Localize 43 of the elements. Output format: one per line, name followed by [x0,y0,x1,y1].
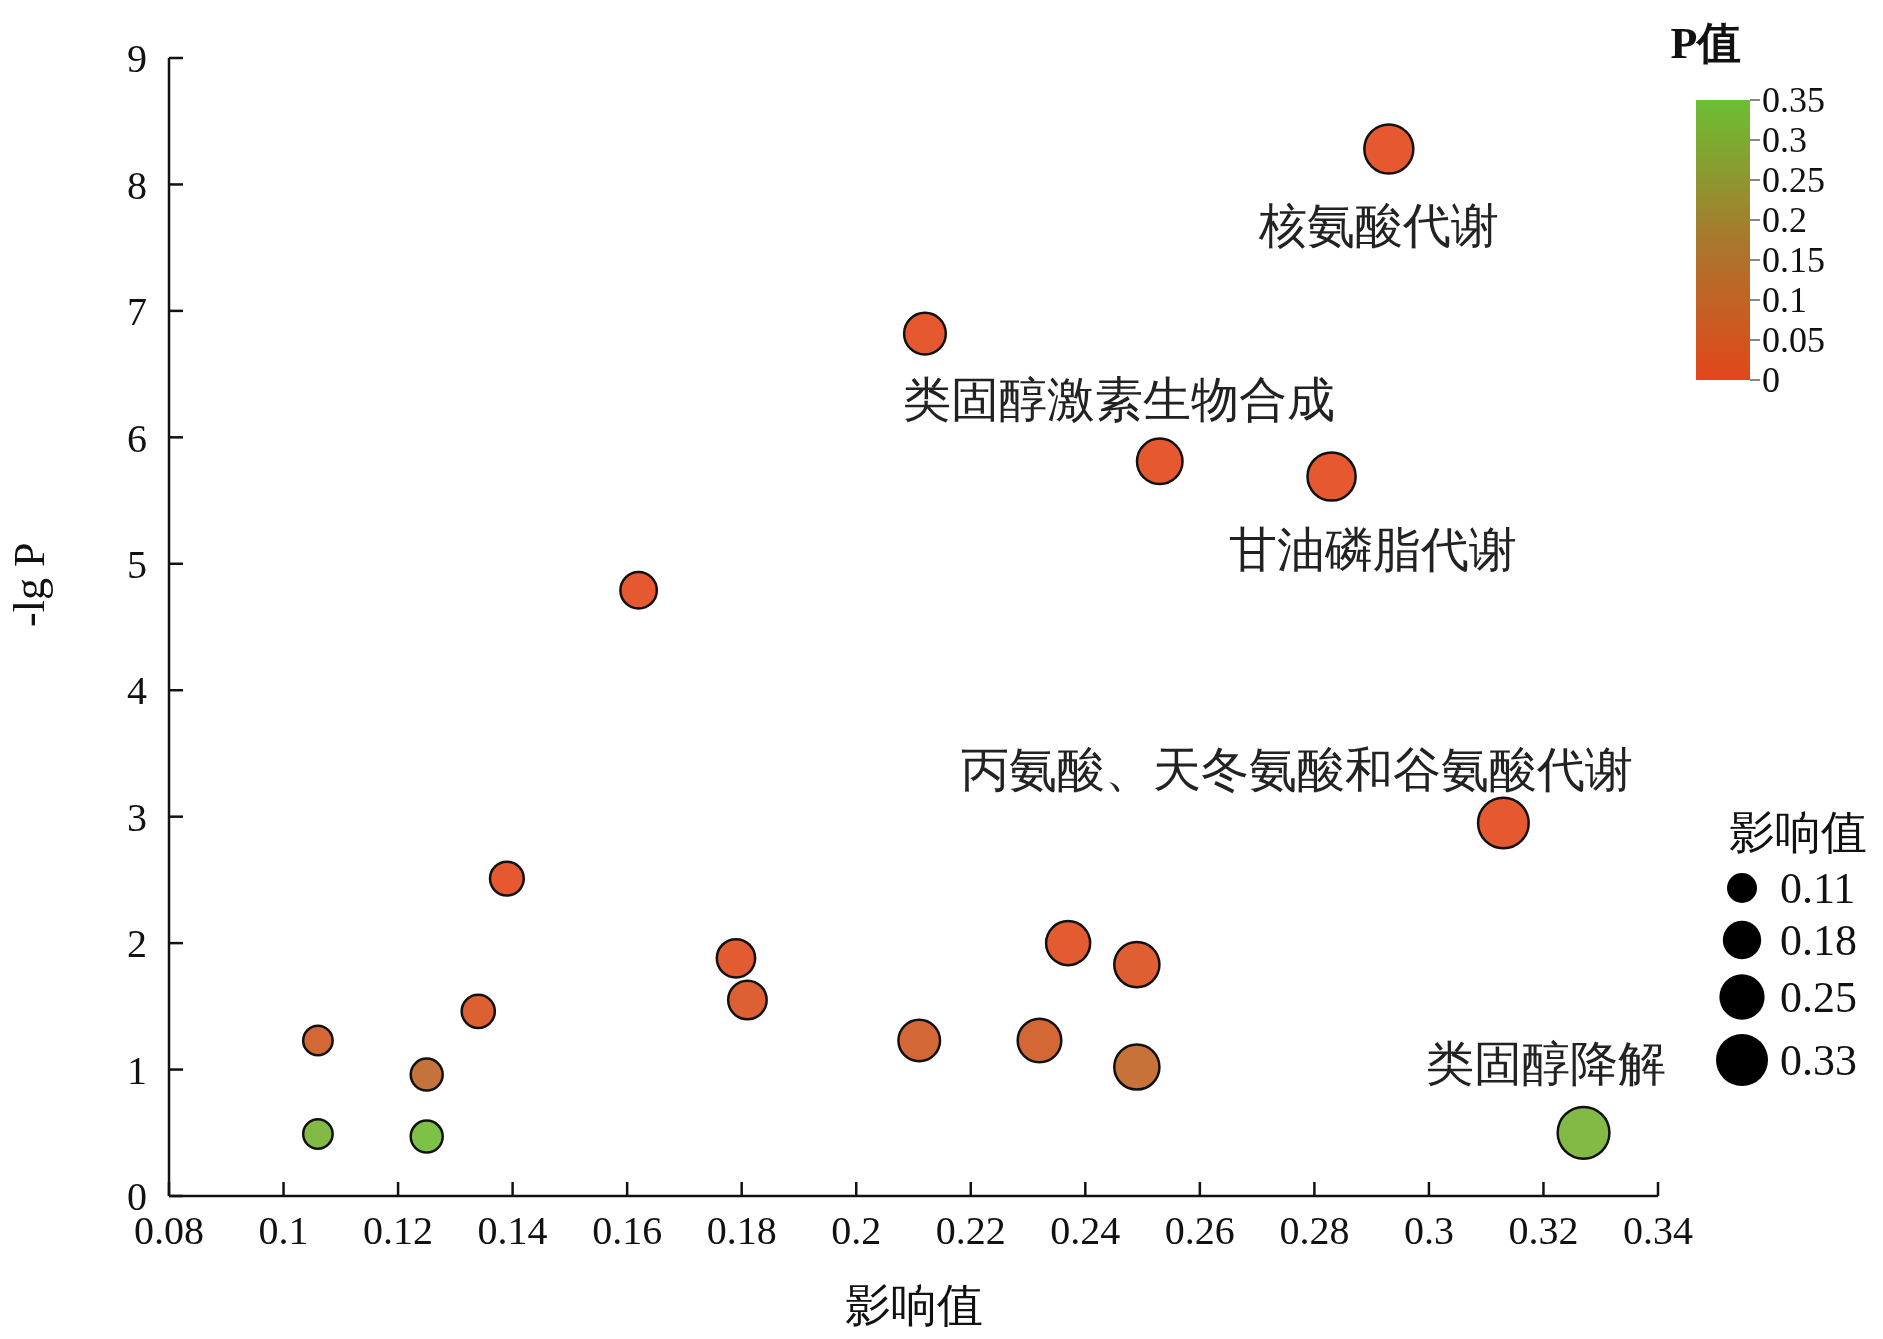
color-bar-label: 0.15 [1762,240,1825,280]
color-bar-label: 0.2 [1762,200,1807,240]
x-tick-label: 0.16 [592,1208,663,1254]
color-bar-label: 0 [1762,360,1780,400]
x-tick-label: 0.32 [1508,1208,1579,1254]
legend-label: 0.11 [1780,863,1856,913]
legend-label: 0.25 [1780,972,1857,1022]
color-bar-title: P值 [1670,19,1742,68]
y-tick-label: 2 [127,921,147,967]
x-tick-label: 0.24 [1050,1208,1121,1254]
x-tick-label: 0.1 [258,1208,309,1254]
x-tick-label: 0.22 [935,1208,1006,1254]
x-tick-label: 0.14 [477,1208,548,1254]
y-tick-label: 7 [127,289,147,335]
color-bar-label: 0.1 [1762,280,1807,320]
x-tick-label: 0.12 [363,1208,434,1254]
y-tick-label: 6 [127,415,147,461]
legend-label: 0.33 [1780,1035,1857,1085]
x-tick-label: 0.3 [1403,1208,1454,1254]
x-tick-label: 0.34 [1623,1208,1693,1254]
y-tick-label: 9 [127,36,147,82]
y-axis-title: -lg P [4,542,54,627]
color-bar-label: 0.3 [1762,120,1807,160]
y-tick-label: 5 [127,541,147,587]
y-tick-label: 1 [127,1047,147,1093]
x-axis-title: 影响值 [844,1280,983,1331]
annotation: 甘油磷脂代谢 [1228,522,1517,576]
x-tick-label: 0.18 [706,1208,777,1254]
color-bar-label: 0.05 [1762,320,1825,360]
legend-label: 0.18 [1780,915,1857,965]
annotation: 类固醇激素生物合成 [902,372,1335,426]
color-bar-label: 0.25 [1762,160,1825,200]
y-tick-label: 4 [127,668,147,714]
y-tick-label: 3 [127,794,147,840]
x-tick-label: 0.28 [1279,1208,1350,1254]
x-tick-label: 0.26 [1164,1208,1235,1254]
annotation: 核氨酸代谢 [1257,199,1499,253]
color-bar-label: 0.35 [1762,80,1825,120]
y-tick-label: 8 [127,162,147,208]
annotation: 丙氨酸、天冬氨酸和谷氨酸代谢 [961,742,1634,796]
x-tick-label: 0.2 [831,1208,882,1254]
annotation: 类固醇降解 [1425,1036,1666,1090]
legend-title: 影响值 [1729,807,1867,858]
